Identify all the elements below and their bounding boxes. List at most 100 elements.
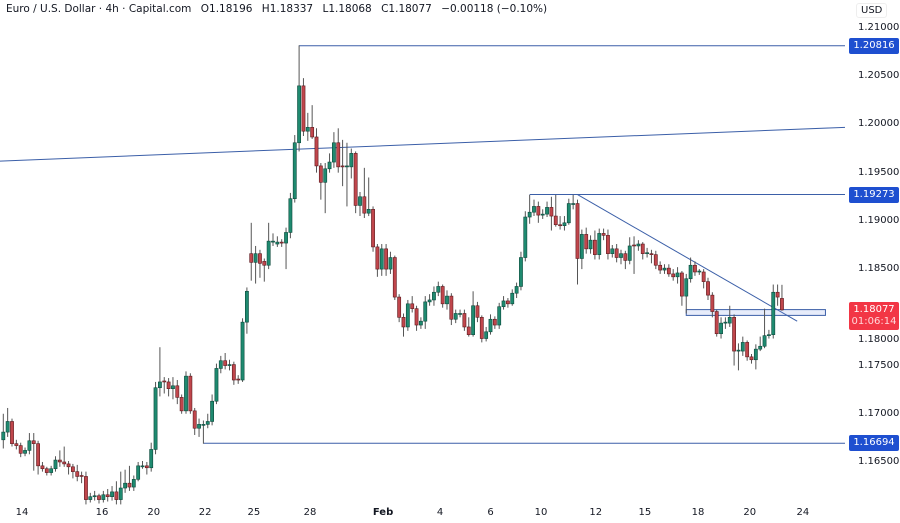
candle-down (414, 308, 419, 326)
candle-up (327, 161, 332, 170)
candle-up (292, 142, 297, 199)
candle-up (131, 479, 136, 488)
candle-down (175, 385, 180, 398)
price-tick-label: 1.19500 (858, 166, 900, 178)
candle-down (584, 234, 589, 250)
price-tick-label: 1.16500 (858, 455, 900, 467)
candle-up (627, 245, 632, 261)
candle-down (693, 264, 697, 273)
candle-up (53, 459, 58, 470)
candle-down (31, 440, 36, 444)
candle-up (636, 243, 641, 247)
candle-up (501, 300, 506, 308)
candle-down (640, 243, 645, 254)
candle-up (619, 253, 623, 258)
current-price-value: 1.18077 (853, 303, 895, 315)
candle-down (653, 254, 658, 266)
candle-down (606, 235, 610, 254)
candle-up (379, 248, 384, 270)
candle-down (44, 468, 49, 473)
candle-down (105, 494, 110, 497)
candle-up (197, 424, 201, 429)
candle-up (227, 364, 232, 366)
price-tick-label: 1.20000 (858, 118, 900, 130)
candle-down (166, 381, 171, 389)
candle-down (192, 410, 197, 429)
candle-up (184, 375, 188, 412)
symbol-title: Euro / U.S. Dollar · 4h · Capital.com (6, 3, 192, 15)
candle-down (632, 244, 636, 247)
candle-up (158, 381, 162, 389)
candle-down (701, 271, 706, 282)
candle-down (492, 318, 497, 326)
candle-down (84, 476, 88, 500)
candle-down (66, 463, 71, 468)
price-tick-label: 1.21000 (858, 22, 900, 33)
candle-up (427, 299, 432, 303)
candle-down (549, 207, 554, 217)
candle-down (336, 142, 341, 168)
candle-up (253, 253, 258, 263)
candle-up (88, 496, 93, 500)
ohlc-open: O1.18196 (200, 3, 253, 15)
candle-down (775, 291, 780, 298)
candle-down (614, 248, 619, 258)
candle-up (49, 468, 54, 473)
candle-up (92, 495, 97, 498)
time-tick-label: 6 (487, 507, 494, 518)
candle-up (271, 240, 275, 243)
candle-up (484, 331, 489, 339)
time-tick-label: 16 (95, 507, 109, 518)
time-tick-label: 4 (436, 507, 444, 518)
chart-legend-header: Euro / U.S. Dollar · 4h · Capital.com O1… (6, 3, 553, 15)
candle-up (527, 211, 532, 218)
candle-down (362, 196, 367, 214)
candle-up (210, 400, 215, 422)
price-tick-label: 1.17500 (858, 359, 900, 371)
candle-up (240, 321, 245, 381)
candle-up (418, 320, 423, 326)
candle-up (214, 368, 219, 402)
candle-down (384, 248, 389, 270)
candle-up (1, 431, 6, 441)
candle-up (388, 257, 393, 270)
candle-down (279, 241, 284, 244)
candle-up (5, 421, 10, 433)
candle-down (666, 267, 671, 275)
candle-down (18, 445, 23, 454)
candle-up (532, 206, 536, 213)
candle-down (10, 421, 14, 444)
candle-down (114, 491, 119, 500)
candle-up (771, 291, 776, 335)
candlestick-chart[interactable] (0, 0, 845, 523)
candle-up (523, 216, 528, 258)
candle-up (297, 85, 302, 144)
currency-label[interactable]: USD (856, 3, 888, 18)
candle-up (331, 142, 336, 163)
candle-up (740, 342, 745, 352)
candle-up (405, 303, 410, 328)
candle-up (305, 127, 310, 132)
candle-down (144, 465, 149, 469)
candle-up (349, 153, 354, 168)
candle-up (588, 239, 593, 250)
candle-up (27, 440, 32, 451)
candle-down (375, 246, 380, 270)
candle-down (231, 364, 236, 381)
candle-down (258, 253, 262, 264)
candle-up (753, 348, 758, 361)
price-tick-label: 1.18000 (858, 333, 900, 345)
time-tick-label: 18 (691, 507, 705, 518)
candle-down (679, 272, 684, 297)
candle-down (601, 233, 606, 236)
time-tick-label: Feb (372, 507, 394, 518)
time-tick-label: 20 (147, 507, 161, 518)
candle-up (758, 345, 763, 350)
candle-down (649, 253, 654, 255)
candle-up (423, 301, 428, 322)
candle-up (205, 421, 210, 425)
candle-up (562, 222, 567, 227)
candle-down (314, 136, 319, 167)
candle-down (671, 273, 676, 278)
trend-line (0, 126, 845, 162)
